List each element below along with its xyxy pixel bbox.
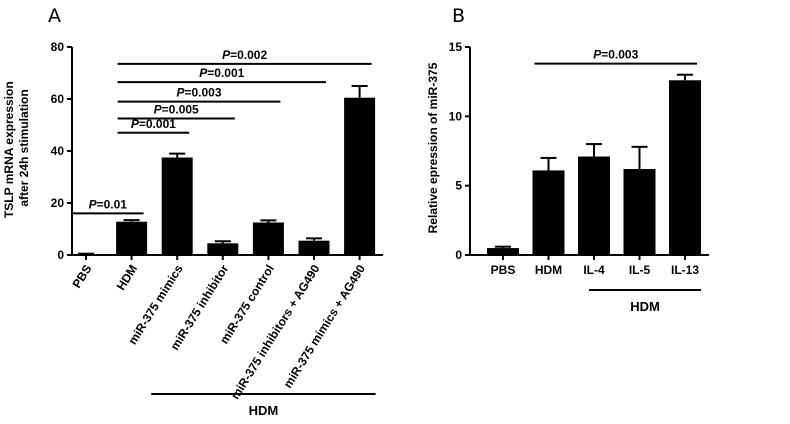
y-tick-label-b-3: 15 bbox=[449, 40, 463, 54]
category-label-b-1: HDM bbox=[535, 263, 562, 277]
y-tick-label-b-2: 10 bbox=[449, 109, 463, 123]
p-value-label-a-0: P=0.01 bbox=[89, 197, 128, 211]
bar-a-2 bbox=[161, 157, 193, 255]
p-value: =0.001 bbox=[139, 117, 176, 131]
y-axis-title-a-line1: TSLP mRNA expression bbox=[2, 81, 16, 218]
p-value-label-a-2: P=0.005 bbox=[154, 103, 199, 117]
p-value: =0.003 bbox=[601, 48, 638, 62]
category-label-b-2: IL-4 bbox=[583, 263, 605, 277]
bar-a-0 bbox=[70, 254, 102, 256]
p-symbol: P bbox=[199, 66, 208, 80]
panel-label-b: B bbox=[452, 5, 465, 27]
p-symbol: P bbox=[154, 103, 163, 117]
bar-a-3 bbox=[207, 243, 239, 255]
y-tick-label-b-0: 0 bbox=[455, 248, 462, 262]
chart-panel-a: TSLP mRNA expression after 24h stimulati… bbox=[2, 40, 384, 418]
chart-panel-b: Relative epression of miR-375 0 5 10 15 PBS H… bbox=[426, 40, 709, 314]
y-tick-label-a-0: 0 bbox=[57, 248, 64, 262]
y-axis-title-a-line2: after 24h stimulation bbox=[17, 89, 31, 206]
p-symbol: P bbox=[222, 48, 231, 62]
p-value: =0.002 bbox=[230, 48, 267, 62]
p-value: =0.01 bbox=[97, 197, 128, 211]
panel-label-a: A bbox=[48, 5, 61, 27]
category-label-b-0: PBS bbox=[491, 263, 516, 277]
bar-b-3 bbox=[623, 169, 656, 255]
p-symbol: P bbox=[176, 86, 185, 100]
p-value-label-b-0: P=0.003 bbox=[593, 48, 638, 62]
y-tick-label-b-1: 5 bbox=[455, 179, 462, 193]
group-label-b: HDM bbox=[630, 299, 660, 314]
bar-b-4 bbox=[669, 80, 701, 255]
y-tick-label-a-2: 40 bbox=[51, 144, 65, 158]
category-label-a-0: PBS bbox=[70, 262, 95, 290]
bar-a-1 bbox=[116, 221, 148, 255]
category-label-a-5: miR-375 inhibitors + AG490 bbox=[228, 262, 323, 402]
p-symbol: P bbox=[593, 48, 602, 62]
p-value-label-a-3: P=0.003 bbox=[176, 86, 221, 100]
bar-b-0 bbox=[487, 248, 519, 255]
bar-a-5 bbox=[298, 240, 330, 255]
y-tick-label-a-1: 20 bbox=[51, 196, 65, 210]
bar-a-6 bbox=[344, 97, 376, 255]
category-label-a-1: HDM bbox=[114, 262, 140, 293]
category-label-b-3: IL-5 bbox=[629, 263, 651, 277]
p-value: =0.003 bbox=[184, 86, 221, 100]
y-tick-label-a-4: 80 bbox=[51, 40, 65, 54]
y-axis-title-b: Relative epression of miR-375 bbox=[426, 62, 440, 233]
p-symbol: P bbox=[89, 197, 98, 211]
category-label-a-6: miR-375 mimics + AG490 bbox=[281, 262, 369, 391]
p-value-label-a-1: P=0.001 bbox=[131, 117, 176, 131]
p-value-label-a-4: P=0.001 bbox=[199, 66, 244, 80]
p-symbol: P bbox=[131, 117, 140, 131]
bar-b-1 bbox=[532, 170, 565, 255]
group-label-a: HDM bbox=[249, 403, 279, 418]
bar-a-4 bbox=[252, 222, 284, 255]
p-value-label-a-5: P=0.002 bbox=[222, 48, 267, 62]
y-axis-title-a: TSLP mRNA expression after 24h stimulati… bbox=[2, 78, 31, 218]
y-tick-label-a-3: 60 bbox=[51, 92, 65, 106]
category-label-b-4: IL-13 bbox=[671, 263, 699, 277]
bar-b-2 bbox=[578, 156, 610, 255]
p-value: =0.001 bbox=[207, 66, 244, 80]
p-value: =0.005 bbox=[162, 103, 199, 117]
